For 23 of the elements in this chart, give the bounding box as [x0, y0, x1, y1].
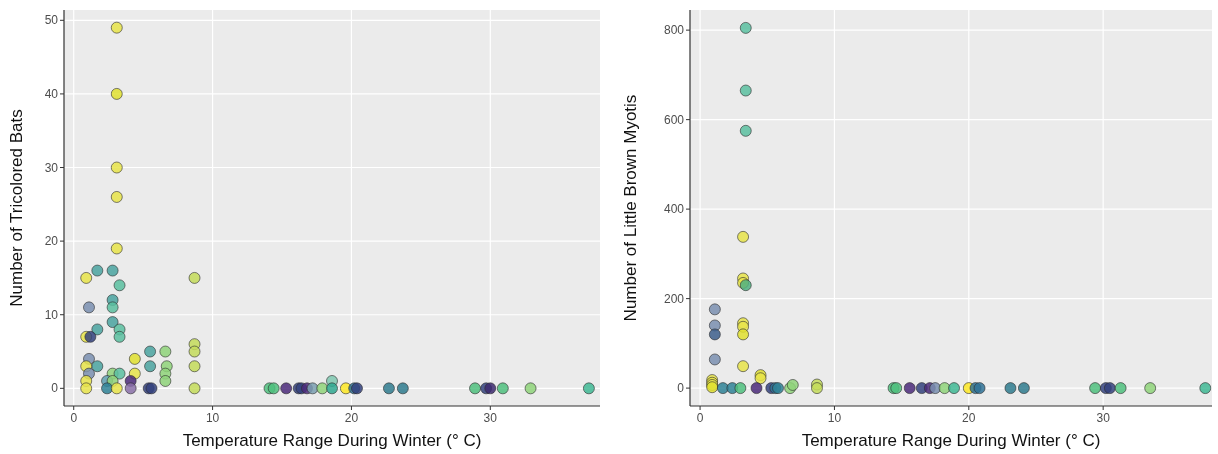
- x-axis-title: Temperature Range During Winter (° C): [801, 431, 1101, 450]
- y-tick-label: 20: [44, 234, 59, 249]
- x-tick-label: 30: [1096, 411, 1111, 425]
- x-tick-label: 0: [70, 411, 78, 425]
- x-tick-label: 30: [483, 411, 498, 425]
- y-tick-label: 200: [663, 291, 685, 306]
- y-tick-label: 0: [677, 381, 685, 396]
- x-tick-label: 20: [962, 411, 976, 425]
- y-axis-title: Number of Tricolored Bats: [7, 109, 26, 307]
- y-tick-label: 50: [44, 13, 59, 28]
- y-axis-title: Number of Little Brown Myotis: [621, 94, 640, 322]
- y-tick-label: 40: [44, 86, 59, 101]
- x-tick-label: 0: [696, 411, 704, 425]
- x-tick-label: 10: [827, 411, 842, 425]
- y-tick-label: 30: [44, 160, 59, 175]
- x-tick-label: 20: [344, 411, 359, 425]
- y-tick-label: 800: [663, 23, 685, 38]
- y-tick-label: 400: [663, 202, 685, 217]
- x-axis-title: Temperature Range During Winter (° C): [182, 431, 482, 450]
- y-tick-label: 10: [44, 307, 59, 322]
- x-tick-label: 10: [205, 411, 220, 425]
- y-tick-label: 600: [663, 112, 685, 127]
- y-tick-label: 0: [51, 381, 59, 396]
